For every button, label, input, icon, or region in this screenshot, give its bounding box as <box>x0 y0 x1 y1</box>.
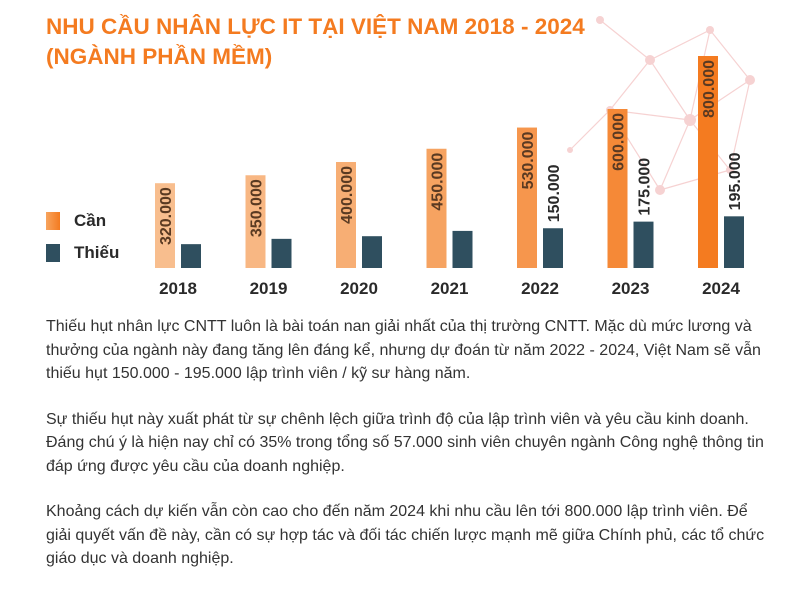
legend-swatch-can <box>46 212 60 230</box>
bar-thieu-2021 <box>452 230 473 268</box>
legend-item-can: Cần <box>46 211 119 230</box>
label-thieu-2024: 195.000 <box>727 152 744 210</box>
chart-legend: Cần Thiếu <box>46 211 120 276</box>
legend-item-thieu: Thiếu <box>46 243 120 262</box>
paragraph-1: Thiếu hụt nhân lực CNTT luôn là bài toán… <box>46 318 761 382</box>
legend-label-can: Cần <box>74 211 107 230</box>
x-tick-2024: 2024 <box>702 279 740 298</box>
x-tick-2019: 2019 <box>250 279 288 298</box>
chart-title-line-1: NHU CẦU NHÂN LỰC IT TẠI VIỆT NAM 2018 - … <box>46 14 585 39</box>
x-tick-2018: 2018 <box>159 279 197 298</box>
label-can-2019: 350.000 <box>249 179 266 237</box>
bar-can-2023 <box>607 109 628 268</box>
article-body: Thiếu hụt nhân lực CNTT luôn là bài toán… <box>46 315 766 593</box>
bar-thieu-2019 <box>271 238 292 268</box>
paragraph-2: Sự thiếu hụt này xuất phát từ sự chênh l… <box>46 410 764 475</box>
legend-label-thieu: Thiếu <box>74 243 120 262</box>
chart-title-line-2: (NGÀNH PHẦN MỀM) <box>46 44 273 69</box>
bar-thieu-2020 <box>362 236 382 268</box>
x-tick-2023: 2023 <box>612 279 650 298</box>
paragraph-3: Khoảng cách dự kiến vẫn còn cao cho đến … <box>46 503 765 567</box>
chart-title: NHU CẦU NHÂN LỰC IT TẠI VIỆT NAM 2018 - … <box>46 12 726 72</box>
label-can-2024: 800.000 <box>701 60 718 118</box>
label-can-2023: 600.000 <box>611 113 628 171</box>
x-tick-2020: 2020 <box>340 279 378 298</box>
bar-can-2022 <box>517 127 537 268</box>
bar-can-2021 <box>426 148 447 268</box>
x-tick-2022: 2022 <box>521 279 559 298</box>
bar-can-2018 <box>155 183 175 268</box>
bar-chart: 320.000 2018 350.000 2019 400.000 2020 450.000… <box>155 56 744 298</box>
bar-thieu-2018 <box>181 244 201 268</box>
bar-thieu-2023 <box>633 221 654 268</box>
bar-thieu-2022 <box>543 228 563 268</box>
label-thieu-2023: 175.000 <box>637 158 654 216</box>
bar-can-2020 <box>336 162 356 268</box>
label-can-2022: 530.000 <box>520 131 537 189</box>
label-thieu-2022: 150.000 <box>546 164 563 222</box>
bar-can-2019 <box>245 175 266 268</box>
bar-thieu-2024 <box>724 216 744 268</box>
label-can-2020: 400.000 <box>339 166 356 224</box>
label-can-2021: 450.000 <box>430 153 447 211</box>
label-can-2018: 320.000 <box>158 187 175 245</box>
x-tick-2021: 2021 <box>431 279 469 298</box>
bar-can-2024 <box>698 56 718 268</box>
legend-swatch-thieu <box>46 244 60 262</box>
